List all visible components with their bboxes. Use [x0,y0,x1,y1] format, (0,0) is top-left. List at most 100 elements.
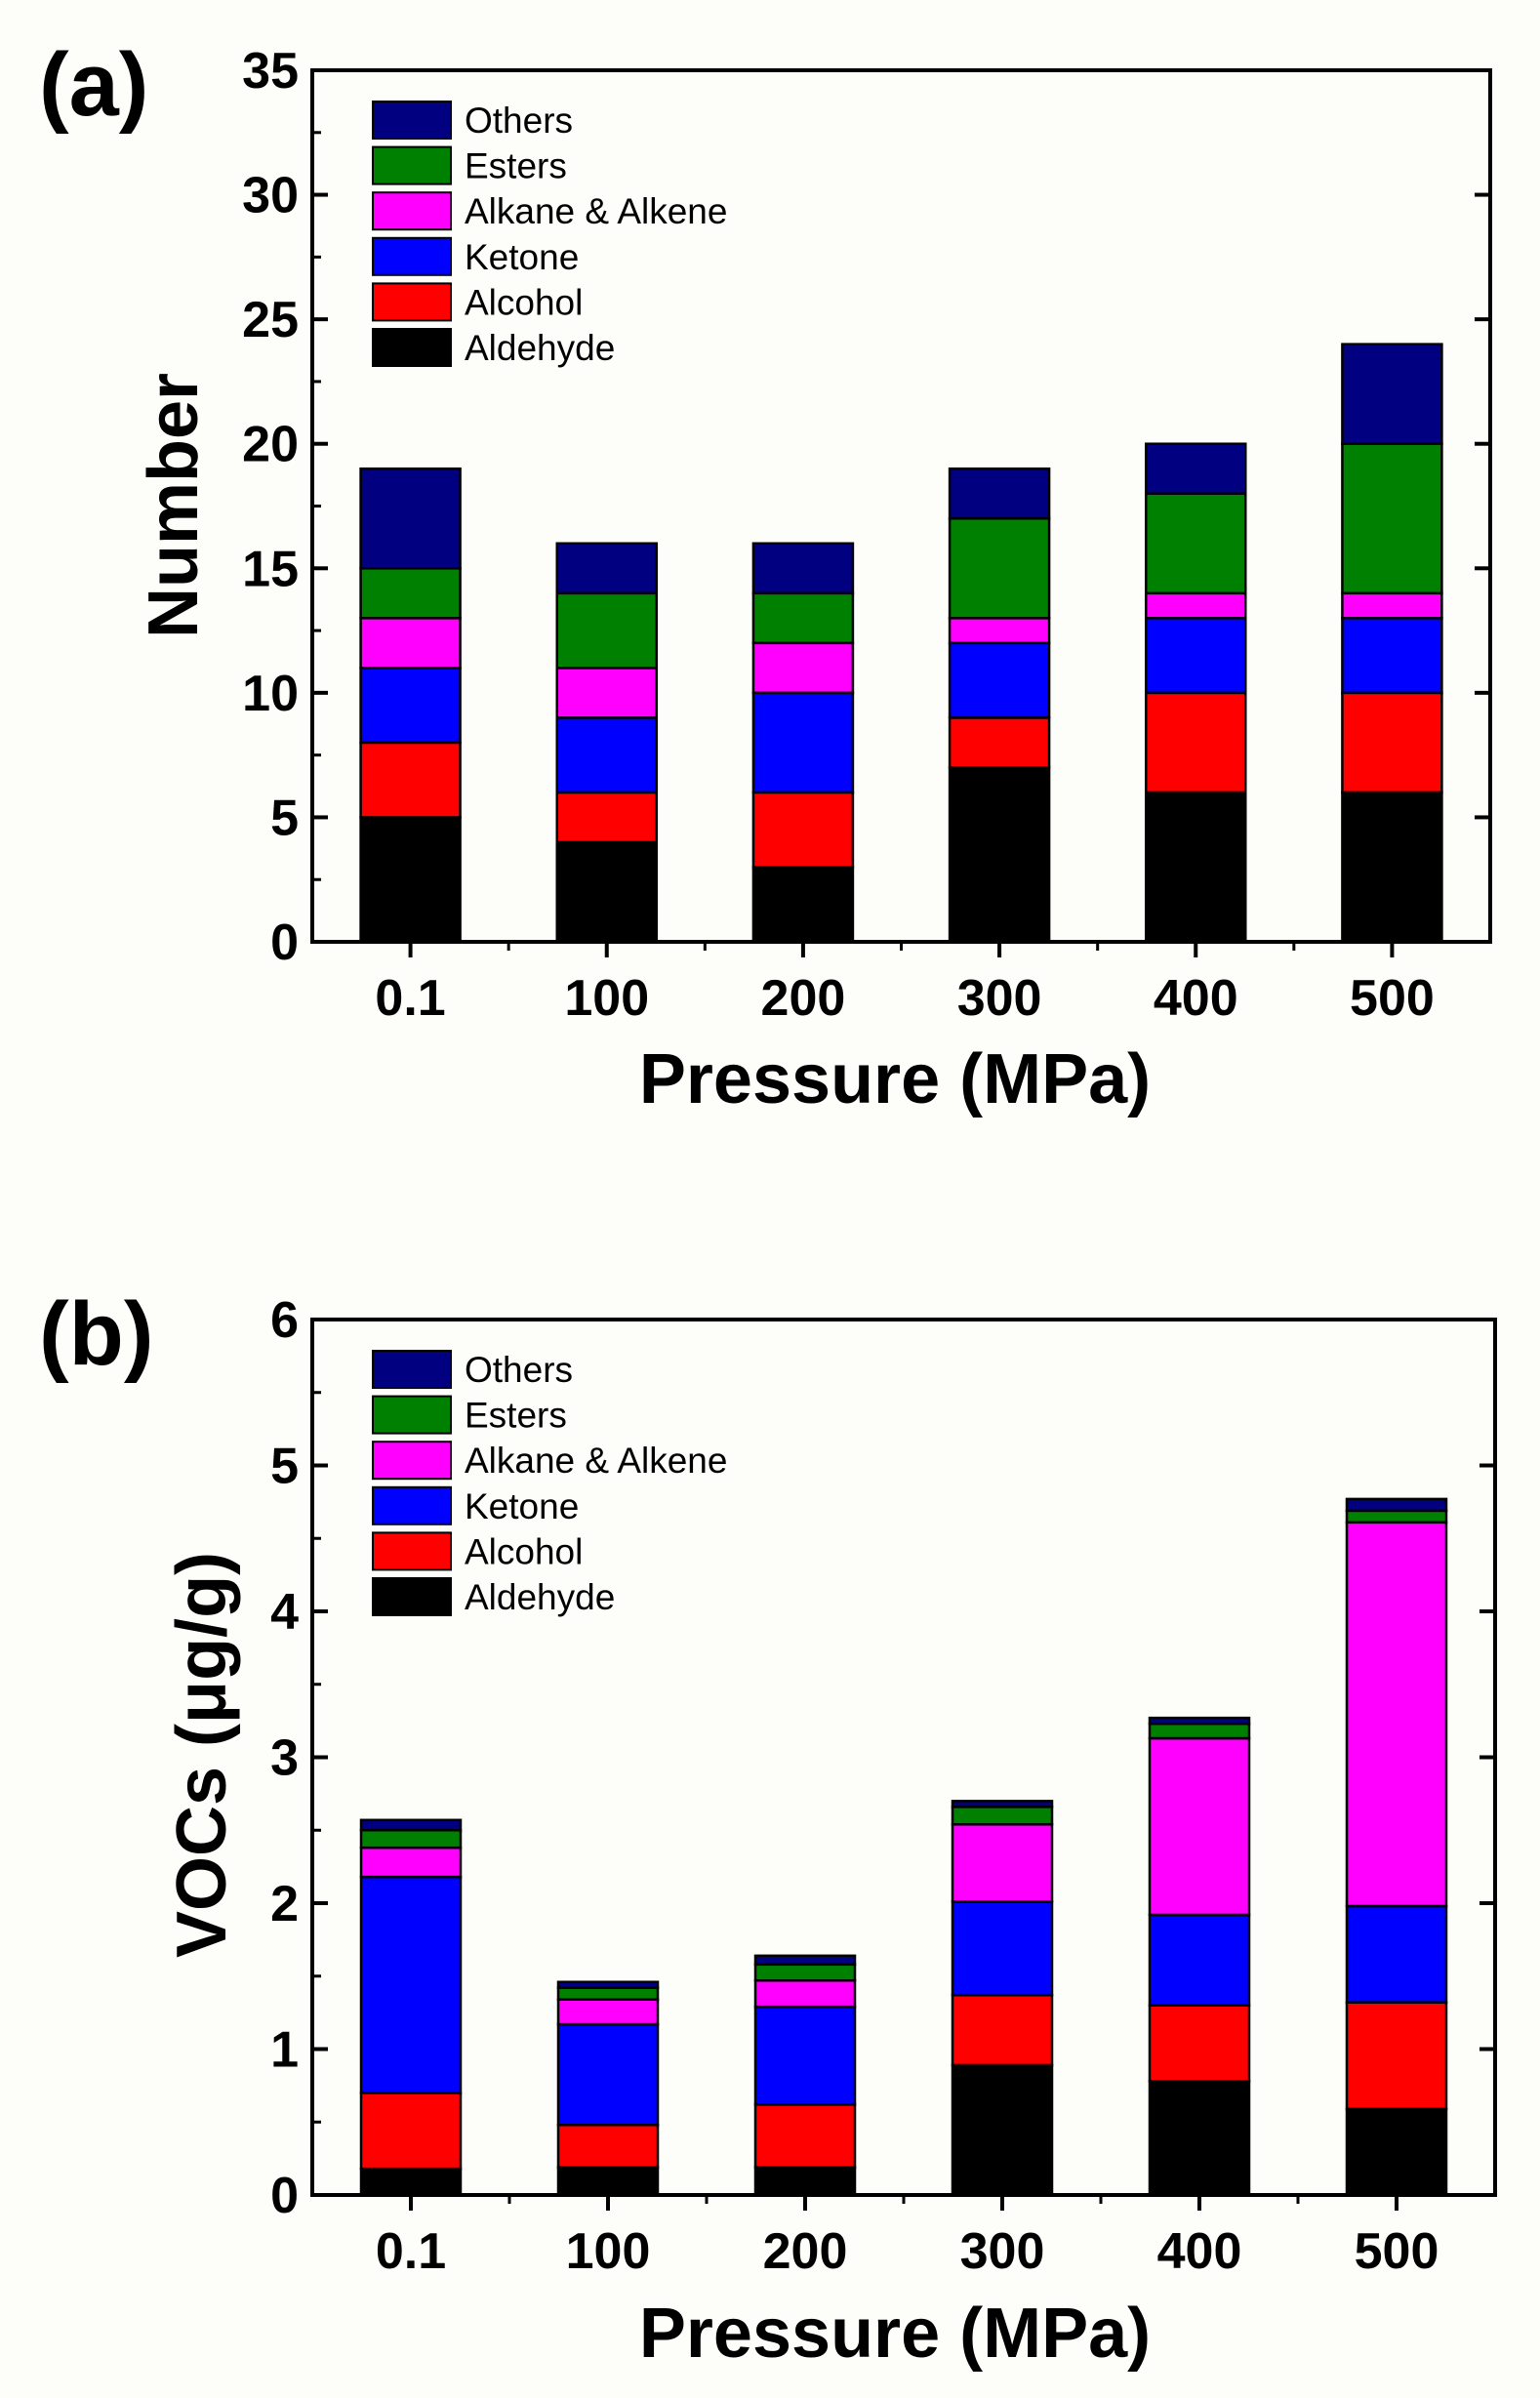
bar-segment-alkane-alkene [556,1998,660,2026]
bar-segment-alcohol [751,791,855,869]
bar-segment-others [1148,1716,1251,1726]
legend-label: Esters [465,1396,567,1436]
legend-label: Alcohol [465,282,583,322]
legend-swatch [372,145,452,185]
bar-segment-aldehyde [948,766,1051,944]
legend-swatch [372,191,452,231]
bar-segment-ketone [359,1875,463,2094]
bar-segment-alcohol [948,716,1051,769]
bar-segment-others [1345,1497,1448,1513]
x-tick-label: 200 [763,2223,848,2280]
bar-segment-ketone [1145,617,1247,695]
legend-swatch [372,101,452,140]
x-tick-label: 0.1 [376,2223,446,2280]
bar-segment-esters [556,1986,660,2001]
bar-segment-alkane-alkene [1341,591,1443,620]
panel-label-b: (b) [39,1284,153,1384]
bar-segment-esters [751,591,855,645]
legend-label: Alkane & Alkene [465,191,727,231]
bar-segment-alcohol [555,791,658,844]
bar-segment-alkane-alkene [359,617,462,670]
bar-segment-aldehyde [359,816,462,944]
x-tick-label: 400 [1157,2223,1242,2280]
bar-segment-esters [1148,1722,1251,1740]
legend-label: Aldehyde [465,328,615,368]
bar-segment-ketone [1345,1904,1448,2004]
bar-segment-aldehyde [751,866,855,944]
bar-segment-esters [1345,1509,1448,1524]
bar-segment-others [555,542,658,595]
legend-label: Others [465,101,573,141]
y-tick-label: 5 [270,1439,299,1495]
bar-segment-others [1341,343,1443,445]
x-axis-title-a: Pressure (MPa) [639,1040,1151,1118]
bar-segment-others [359,1818,463,1832]
legend-label: Ketone [465,237,579,277]
bar-segment-ketone [555,716,658,794]
bar-segment-others [359,467,462,570]
legend-label: Alkane & Alkene [465,1441,727,1481]
bar-segment-aldehyde [1341,791,1443,944]
bar-segment-others [948,467,1051,520]
bar-segment-alcohol [359,741,462,819]
bar-segment-aldehyde [1345,2107,1448,2197]
legend-swatch [372,1485,452,1525]
bar-segment-esters [951,1806,1054,1826]
x-tick-label: 300 [960,2223,1045,2280]
bar-segment-aldehyde [556,2166,660,2197]
bar-segment-ketone [753,2005,857,2106]
chart-panel-b: (b) VOCs (μg/g) Pressure (MPa) 0 1 2 3 4 5 6 0.… [39,1284,1497,2373]
legend-swatch [372,328,452,367]
bar-segment-esters [1341,442,1443,595]
bar-segment-alcohol [1341,691,1443,794]
bar-segment-others [753,1954,857,1967]
x-tick-label: 200 [761,970,846,1027]
bar-segment-ketone [1341,617,1443,695]
legend-swatch [372,1441,452,1481]
bar-segment-alkane-alkene [951,1823,1054,1903]
legend-label: Aldehyde [465,1577,615,1617]
x-tick-label: 100 [566,2223,651,2280]
bar-segment-aldehyde [359,2167,463,2197]
bar-segment-alkane-alkene [1345,1521,1448,1908]
y-tick-label: 2 [270,1876,299,1932]
bar-segment-alkane-alkene [753,1978,857,2009]
bar-segment-others [751,542,855,595]
bar-segment-esters [948,517,1051,620]
legend-swatch [372,1577,452,1616]
y-tick-label: 1 [270,2022,299,2079]
legend-swatch [372,1531,452,1571]
bar-segment-others [1145,442,1247,495]
bar-segment-alcohol [1345,2001,1448,2111]
y-tick-label: 6 [270,1292,299,1349]
bar-segment-esters [359,1829,463,1849]
legend-swatch [372,1350,452,1389]
bar-segment-ketone [556,2022,660,2127]
bar-segment-alkane-alkene [359,1846,463,1879]
panel-label-a: (a) [39,35,148,135]
bar-segment-aldehyde [1145,791,1247,944]
y-tick-label: 0 [270,914,299,971]
bar-segment-alcohol [359,2092,463,2171]
bar-segment-alcohol [1148,2004,1251,2083]
x-tick-label: 0.1 [375,970,445,1027]
bar-segment-ketone [1148,1913,1251,2007]
legend-label: Ketone [465,1486,579,1526]
y-axis-title-b: VOCs (μg/g) [163,1552,241,1958]
bar-segment-alcohol [753,2103,857,2169]
bar-segment-aldehyde [753,2166,857,2197]
legend-label: Alcohol [465,1531,583,1571]
bar-segment-others [556,1980,660,1989]
legend-swatch [372,1395,452,1435]
y-tick-label: 25 [242,292,299,348]
bar-segment-esters [555,591,658,670]
y-tick-label: 0 [270,2168,299,2224]
bar-segment-aldehyde [555,840,658,944]
bar-segment-alkane-alkene [1148,1736,1251,1917]
bar-segment-aldehyde [951,2063,1054,2197]
y-axis-title-a: Number [135,373,213,638]
y-tick-label: 20 [242,417,299,473]
legend-swatch [372,282,452,322]
bar-segment-others [951,1800,1054,1809]
